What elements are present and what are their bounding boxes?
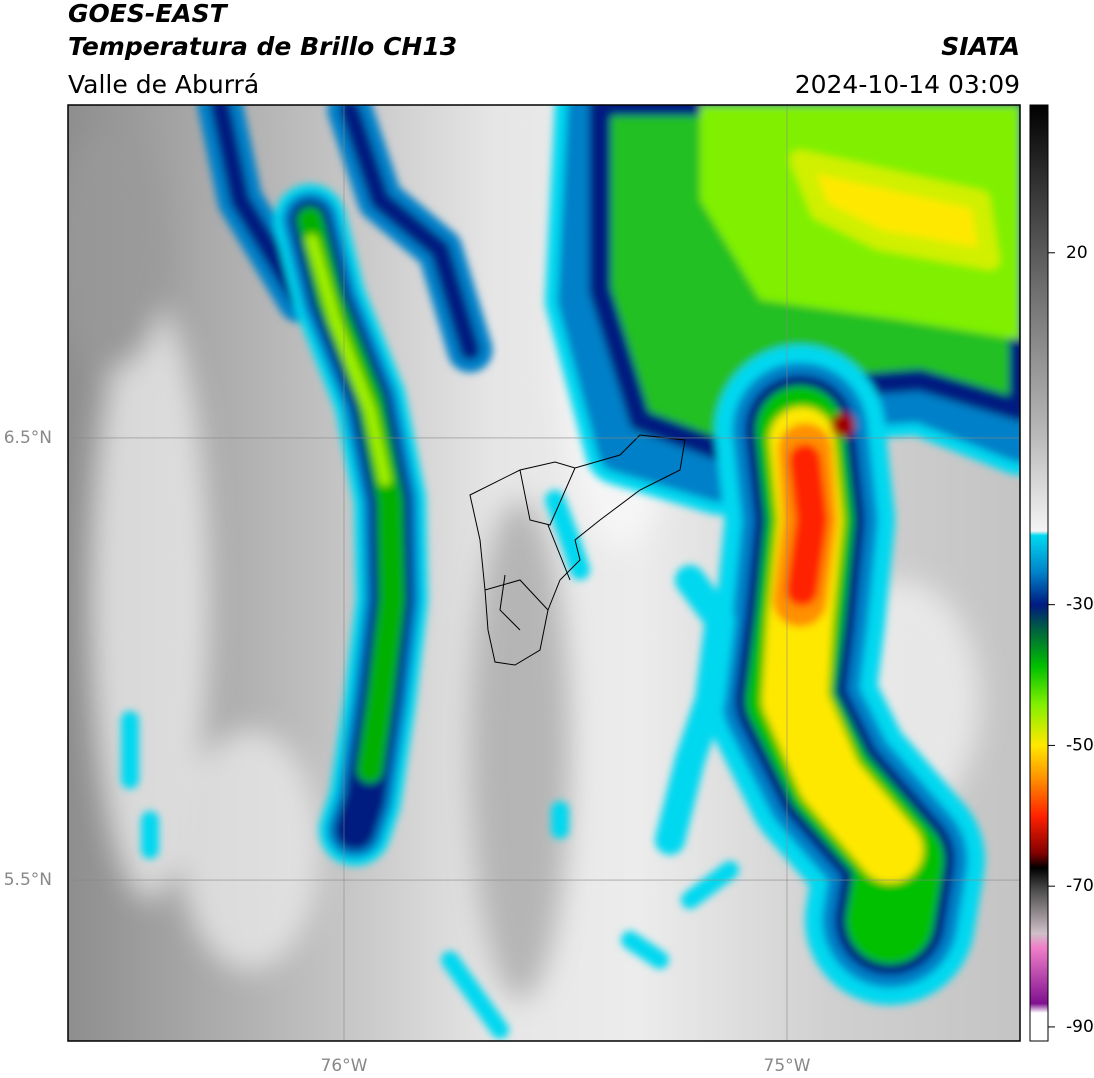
colorbar-tick-label: -70 (1066, 876, 1094, 896)
graticule (68, 105, 1020, 1041)
map-frame (67, 104, 1021, 1042)
lon-label: 76°W (321, 1056, 368, 1076)
region: Valle de Aburrá (68, 70, 259, 99)
title: GOES-EAST (68, 0, 229, 28)
colorbar-tick-label: -90 (1066, 1017, 1094, 1037)
colorbar-tick-label: -50 (1066, 735, 1094, 755)
source: SIATA (941, 32, 1020, 61)
colorbar (1029, 104, 1049, 1042)
municipal-boundaries (469, 434, 686, 666)
lat-label: 5.5°N (4, 870, 52, 890)
colorbar-tick-label: 20 (1066, 243, 1088, 263)
colorbar-tick-label: -30 (1066, 595, 1094, 615)
datetime: 2024-10-14 03:09 (795, 70, 1020, 99)
satellite-image (68, 105, 1020, 1041)
lon-label: 75°W (764, 1056, 811, 1076)
lat-label: 6.5°N (4, 428, 52, 448)
subtitle: Temperatura de Brillo CH13 (68, 32, 457, 61)
